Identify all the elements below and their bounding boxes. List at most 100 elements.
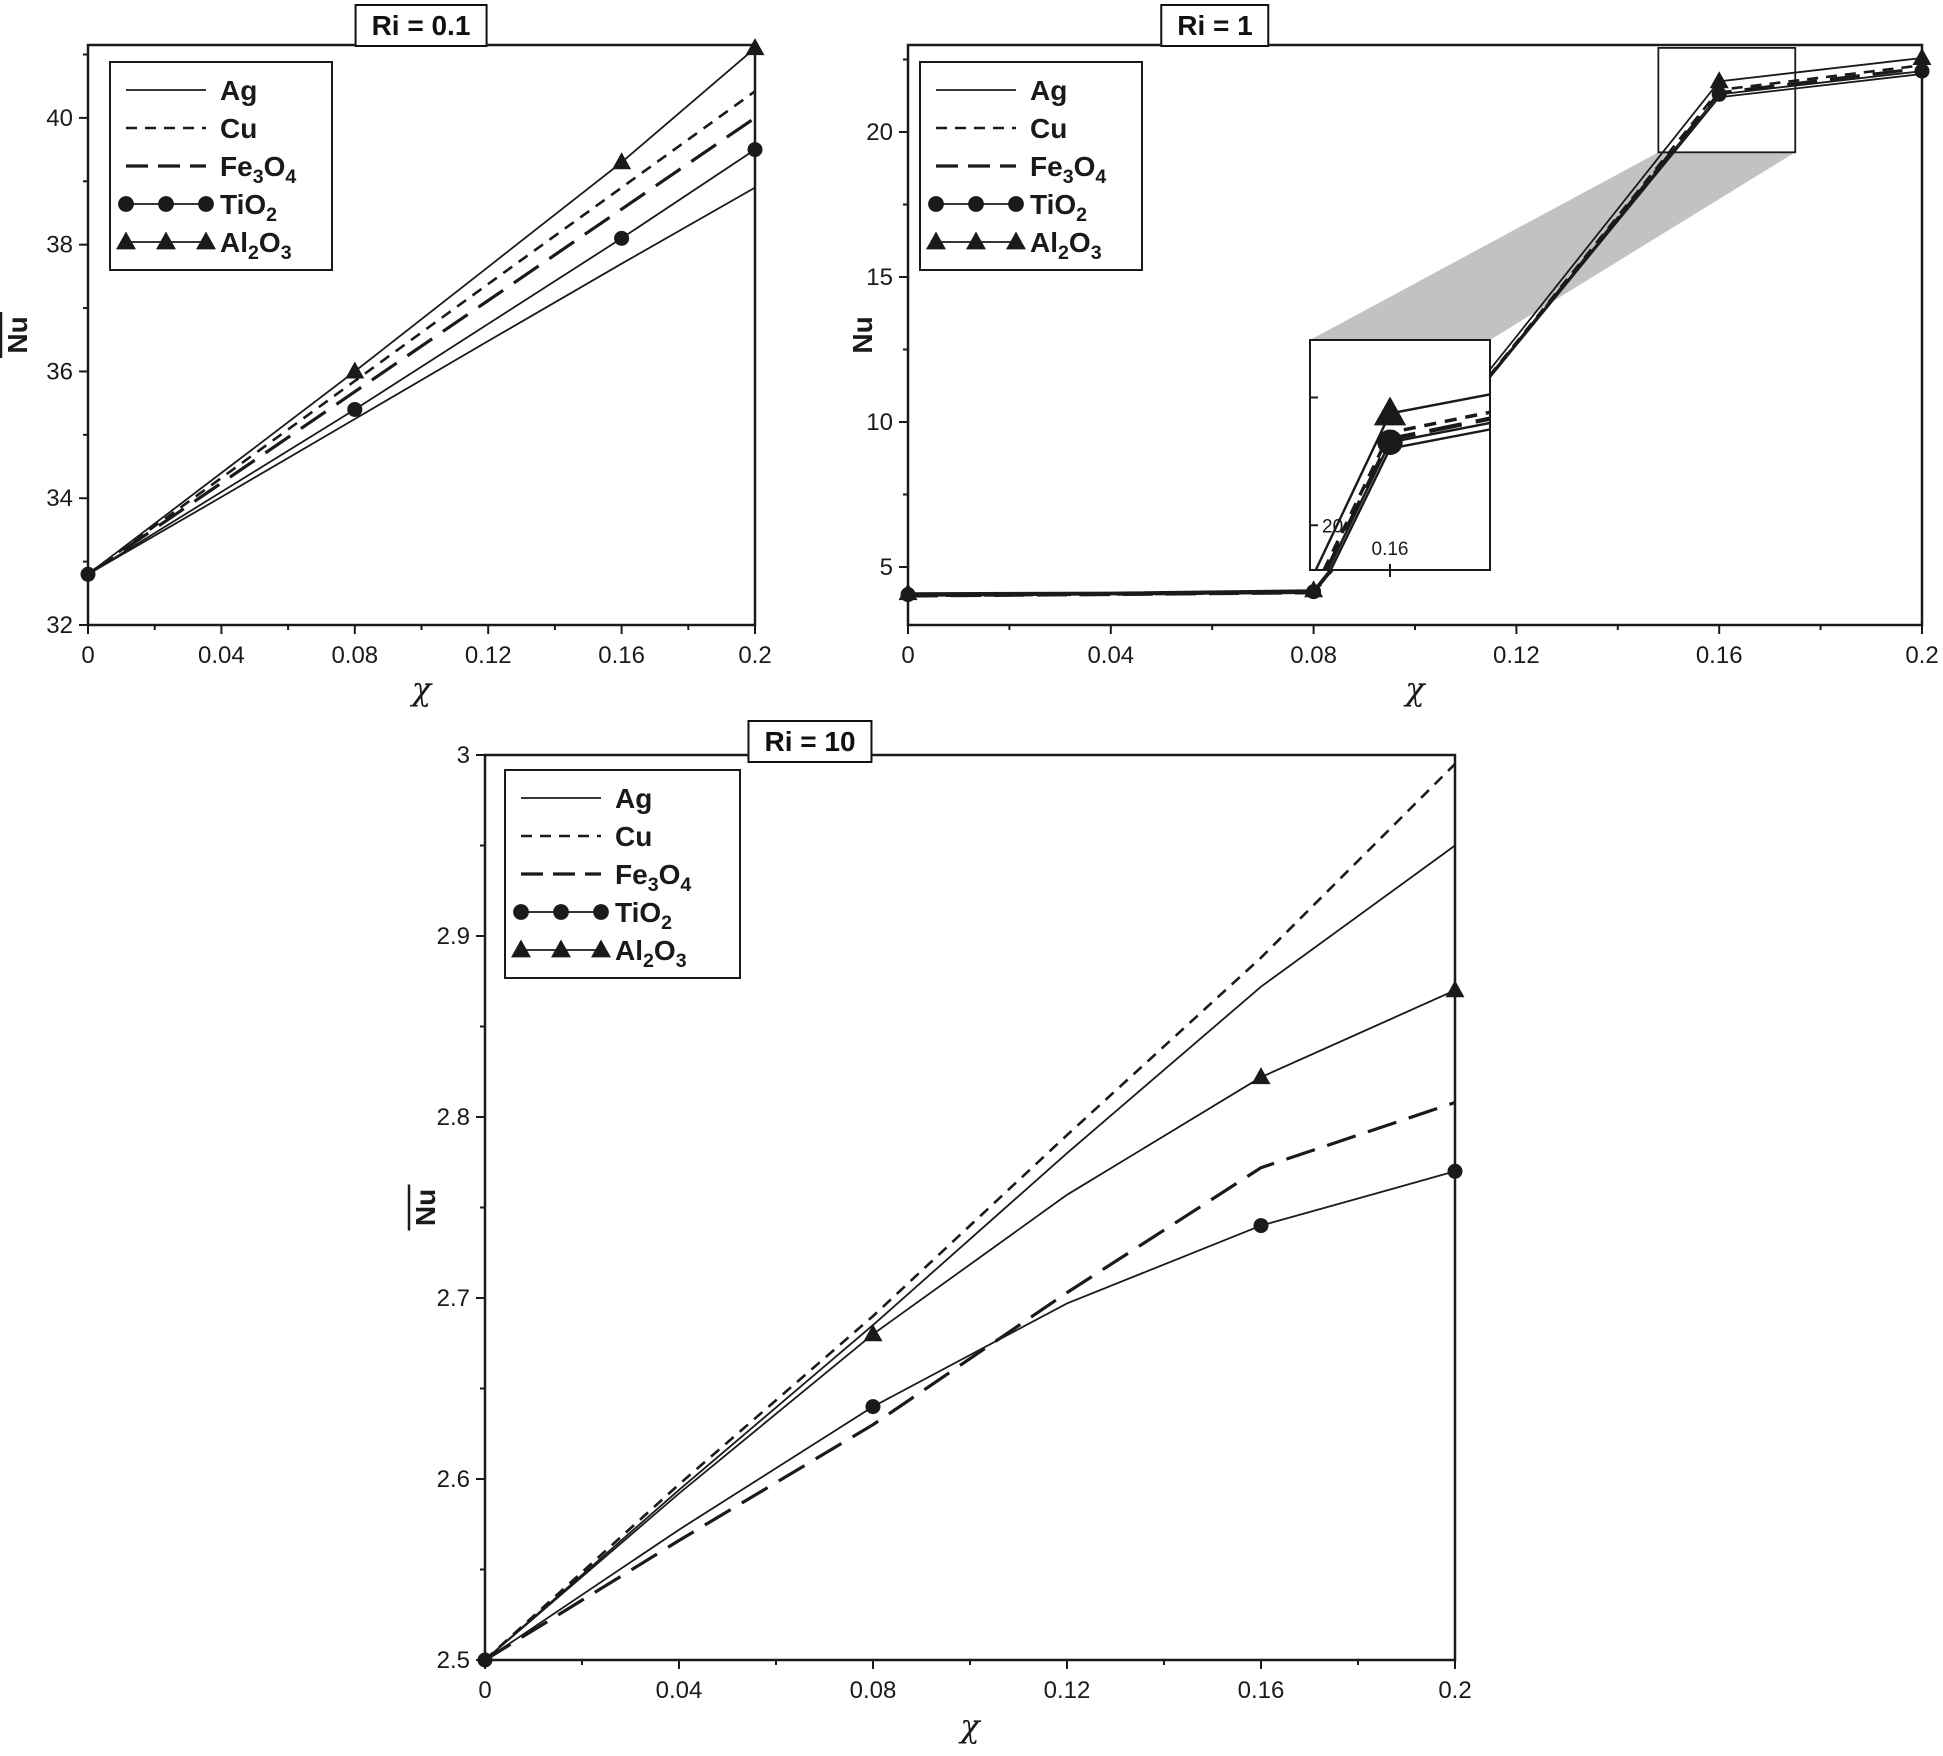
marker-triangle-Al2O3-legend: [196, 231, 216, 250]
inset-series: [1314, 393, 1490, 570]
marker-triangle-Al2O3-legend: [156, 231, 176, 250]
svg-text:Nu: Nu: [410, 1189, 441, 1226]
ytick-label: 38: [46, 232, 73, 259]
series-line-TiO2: [87, 148, 756, 576]
plot-ri-10: 0 0.04 0.08 0.12 0.16 0.2 2.5 2.6 2.7 2.8 2.9 3 Ag Cu…: [407, 742, 1472, 1745]
series-line-Cu: [87, 90, 756, 576]
ytick-label: 2.8: [437, 1104, 470, 1131]
legend-label-Cu: Cu: [1030, 113, 1067, 144]
marker-circle-TiO2-legend: [198, 196, 214, 212]
xtick-label: 0.16: [1696, 642, 1743, 669]
xtick-label: 0.12: [1493, 642, 1540, 669]
marker-circle-TiO2-legend: [968, 196, 984, 212]
ytick-label: 2.5: [437, 1647, 470, 1674]
inset-zoom-shade: [1310, 152, 1796, 340]
marker-triangle-Al2O3: [863, 1324, 883, 1342]
marker-triangle-Al2O3-legend: [591, 939, 611, 958]
marker-triangle-Al2O3-inset: [1373, 396, 1407, 426]
marker-triangle-Al2O3: [898, 583, 918, 601]
xtick-label: 0.12: [465, 642, 512, 669]
x-axis-label: χ: [1403, 670, 1426, 708]
y-axis-label: Nu: [0, 312, 33, 358]
ytick-label: 36: [46, 358, 73, 385]
series-line-Cu: [484, 763, 1456, 1661]
chart-ri-1: Ri = 1 0 0.04 0.08 0.12 0.16 0.2 5 10 15 20 Ag Cu Fe…: [850, 0, 1943, 715]
xtick-label: 0.2: [1438, 1677, 1471, 1704]
legend-label-TiO2: TiO2: [1030, 189, 1087, 226]
plot-ri-0-1: 0 0.04 0.08 0.12 0.16 0.2 32 34 36 38 40 Ag Cu Fe3O4T…: [0, 38, 772, 708]
series-lines: [87, 47, 756, 576]
axis-ticks: [899, 58, 1923, 634]
ytick-label: 32: [46, 612, 73, 639]
legend-box: [504, 769, 741, 979]
inset-ytick-label: 20: [1322, 516, 1343, 537]
marker-circle-TiO2: [614, 230, 630, 246]
series-line-Fe3O4: [484, 1100, 1456, 1661]
legend-label-Ag: Ag: [615, 783, 652, 814]
marker-circle-TiO2-legend: [513, 904, 529, 920]
inset-line-Ag: [1329, 428, 1490, 570]
ytick-label: 3: [457, 742, 470, 769]
legend-label-Al2O3: Al2O3: [615, 935, 687, 972]
xtick-label: 0.08: [850, 1677, 897, 1704]
marker-triangle-Al2O3: [1709, 71, 1729, 89]
xtick-label: 0.04: [198, 642, 245, 669]
legend-label-Ag: Ag: [220, 75, 257, 106]
inset-source-box: [1657, 47, 1797, 154]
marker-circle-TiO2: [865, 1399, 881, 1415]
marker-circle-TiO2-legend: [158, 196, 174, 212]
xtick-label: 0.16: [1238, 1677, 1285, 1704]
marker-triangle-Al2O3: [1304, 580, 1324, 598]
plot-ri-1: 0 0.04 0.08 0.12 0.16 0.2 5 10 15 20 Ag Cu Fe3O4TiO2…: [850, 43, 1939, 708]
marker-triangle-Al2O3-legend: [1006, 231, 1026, 250]
inset-border: [1309, 339, 1491, 571]
series-line-Al2O3: [484, 989, 1456, 1661]
marker-circle-TiO2: [1711, 86, 1727, 102]
axis-tick-labels: 0 0.04 0.08 0.12 0.16 0.2 5 10 15 20: [866, 119, 1938, 669]
ytick-label: 2.9: [437, 923, 470, 950]
legend-label-TiO2: TiO2: [615, 897, 672, 934]
inset-line-Al2O3: [1314, 393, 1490, 570]
marker-circle-TiO2: [1914, 63, 1930, 79]
xtick-label: 0.16: [598, 642, 645, 669]
marker-circle-TiO2: [747, 142, 763, 158]
xtick-label: 0.2: [738, 642, 771, 669]
axis-tick-labels: 0 0.04 0.08 0.12 0.16 0.2 32 34 36 38 40: [46, 105, 771, 669]
inset-xtick-label: 0.16: [1372, 539, 1409, 560]
legend-label-Cu: Cu: [615, 821, 652, 852]
ytick-label: 20: [866, 119, 893, 146]
y-axis-label: Nu: [850, 316, 878, 353]
legend-label-Al2O3: Al2O3: [220, 227, 292, 264]
marker-circle-TiO2: [347, 401, 363, 417]
legend-label-Fe3O4: Fe3O4: [615, 859, 691, 896]
marker-circle-TiO2: [1253, 1218, 1269, 1234]
series-line-Cu: [907, 64, 1923, 598]
series-markers: [898, 48, 1932, 603]
xtick-label: 0.08: [1290, 642, 1337, 669]
marker-triangle-Al2O3-legend: [511, 939, 531, 958]
inset-line-Cu: [1322, 410, 1490, 570]
chart-ri-10: Ri = 10 0 0.04 0.08 0.12 0.16 0.2 2.5 2.6 2.7 2.8…: [400, 715, 1510, 1756]
axis-ticks: [79, 53, 756, 634]
legend-label-Al2O3: Al2O3: [1030, 227, 1102, 264]
marker-circle-TiO2: [477, 1652, 493, 1668]
chart-ri-0-1: Ri = 0.1 0 0.04 0.08 0.12 0.16 0.2 32 34 36 38 40 A…: [0, 0, 800, 715]
marker-triangle-Al2O3: [612, 152, 632, 170]
marker-triangle-Al2O3: [1251, 1067, 1271, 1085]
chart-title-ri-10: Ri = 10: [747, 720, 873, 763]
marker-circle-TiO2-inset: [1377, 429, 1403, 455]
marker-triangle-Al2O3-legend: [551, 939, 571, 958]
series-line-Fe3O4: [87, 116, 756, 576]
series-line-TiO2: [484, 1170, 1456, 1661]
marker-circle-TiO2: [80, 566, 96, 582]
xtick-label: 0: [901, 642, 914, 669]
x-axis-label: χ: [410, 670, 433, 708]
svg-text:Nu: Nu: [2, 316, 33, 353]
marker-circle-TiO2-legend: [118, 196, 134, 212]
inset-background: [1310, 340, 1490, 570]
legend-label-Cu: Cu: [220, 113, 257, 144]
